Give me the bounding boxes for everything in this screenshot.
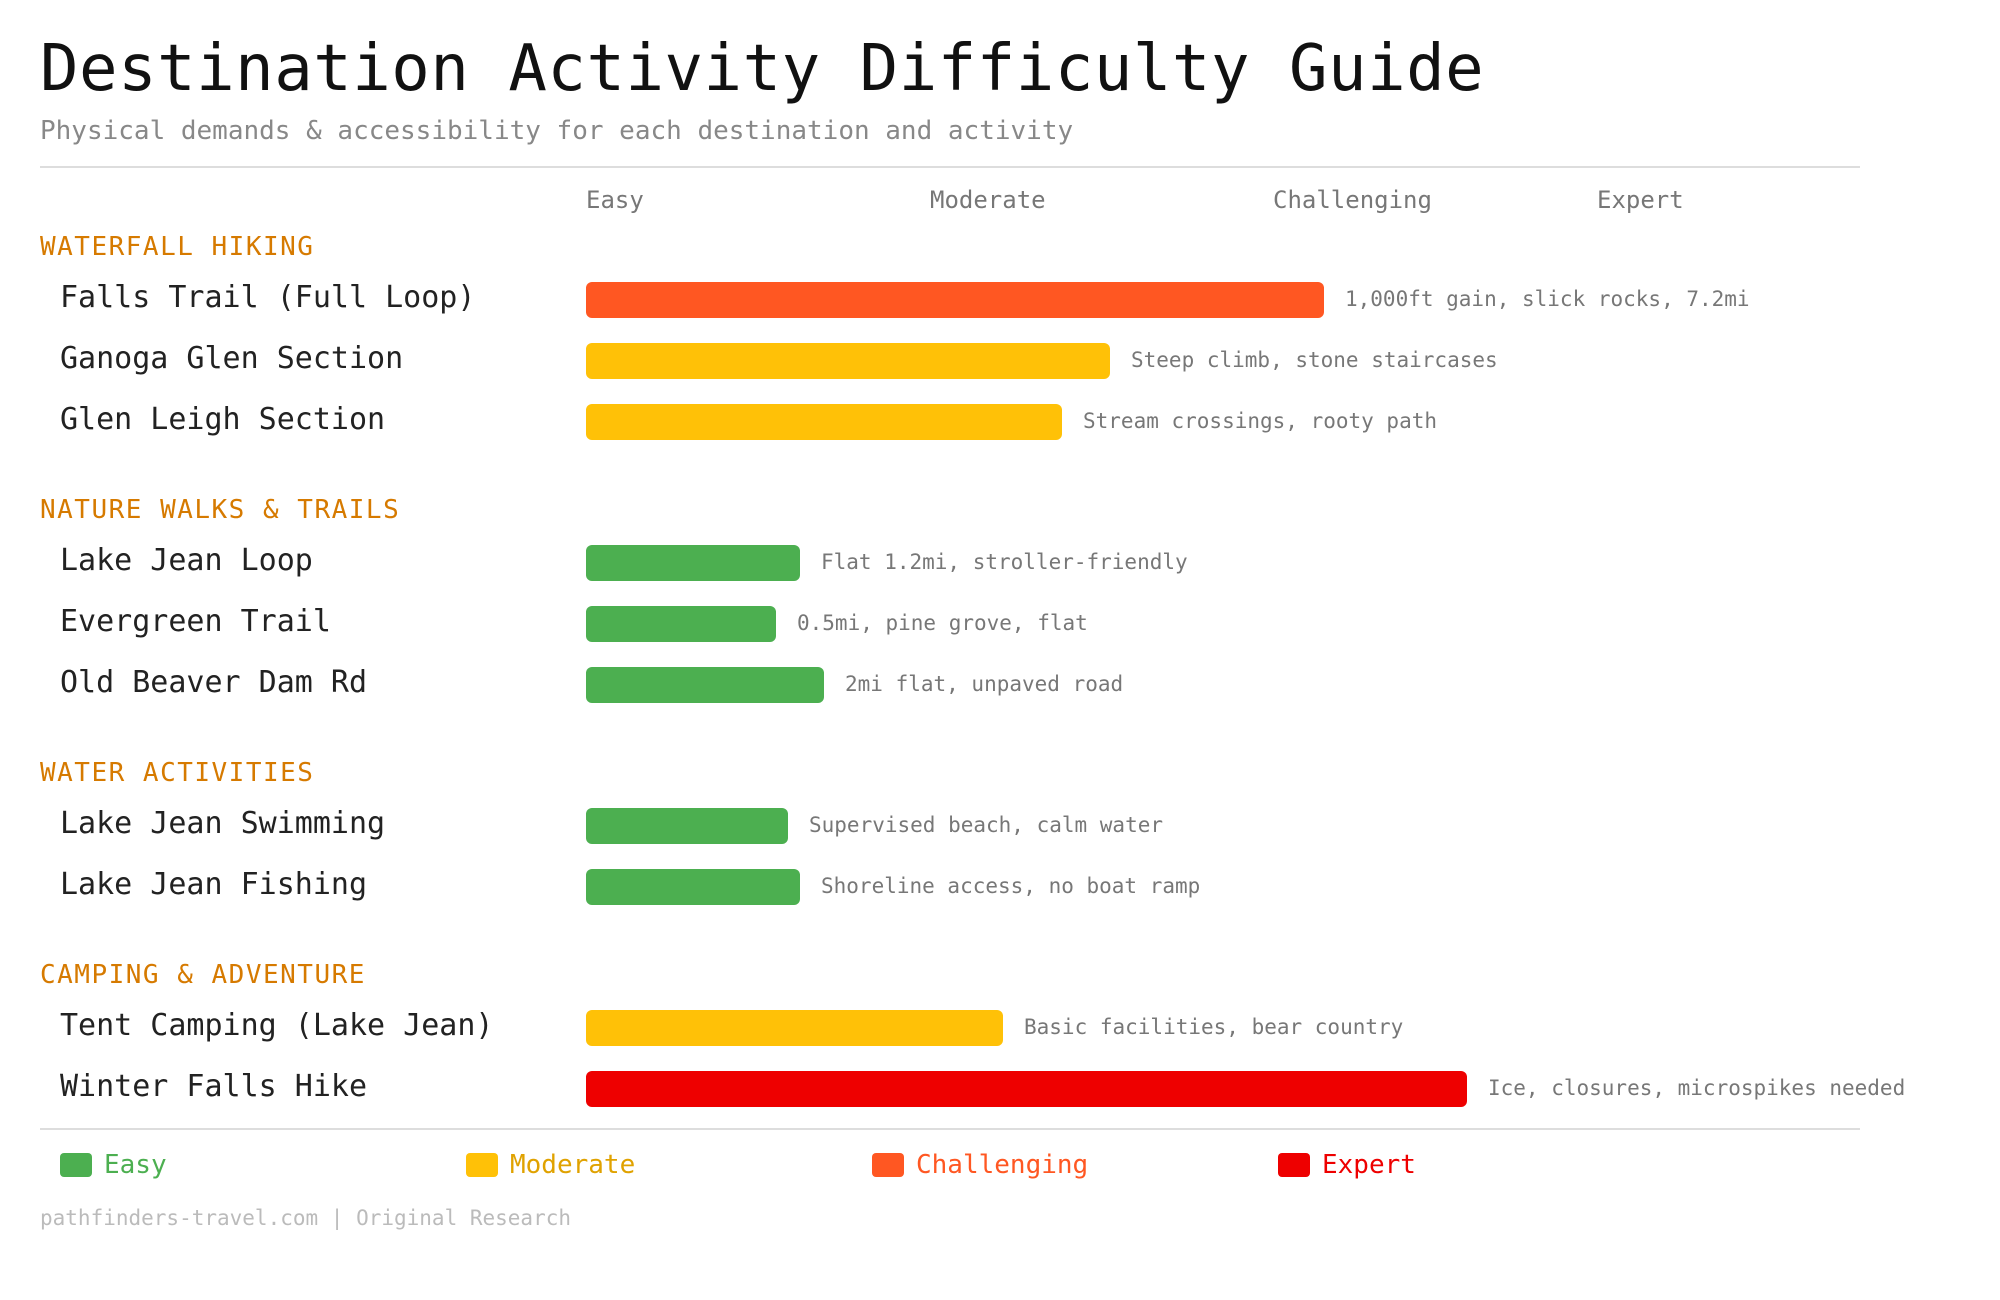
bar-note-ganoga-glen-section: Steep climb, stone staircases [1131, 348, 1498, 372]
section-heading-water-activities: WATER ACTIVITIES [40, 758, 315, 788]
bar-lake-jean-loop [586, 545, 800, 581]
bar-note-lake-jean-swimming: Supervised beach, calm water [809, 813, 1164, 837]
bar-note-winter-falls-hike: Ice, closures, microspikes needed [1488, 1076, 1906, 1100]
bar-note-falls-trail-full-loop: 1,000ft gain, slick rocks, 7.2mi [1345, 287, 1750, 311]
row-label-glen-leigh-section: Glen Leigh Section [60, 402, 386, 437]
legend-label-moderate: Moderate [510, 1150, 636, 1180]
section-heading-nature-walks-trails: NATURE WALKS & TRAILS [40, 495, 401, 525]
header-divider [40, 166, 1860, 168]
legend-swatch-expert [1278, 1153, 1310, 1177]
row-label-falls-trail-full-loop: Falls Trail (Full Loop) [60, 280, 476, 315]
footer-divider [40, 1128, 1860, 1130]
page-subtitle: Physical demands & accessibility for eac… [40, 116, 1074, 146]
row-label-ganoga-glen-section: Ganoga Glen Section [60, 341, 404, 376]
legend-label-expert: Expert [1322, 1150, 1416, 1180]
bar-note-evergreen-trail: 0.5mi, pine grove, flat [797, 611, 1088, 635]
row-label-lake-jean-swimming: Lake Jean Swimming [60, 806, 386, 841]
bar-lake-jean-swimming [586, 808, 788, 844]
bar-tent-camping-lake-jean [586, 1010, 1003, 1046]
row-label-lake-jean-fishing: Lake Jean Fishing [60, 867, 368, 902]
footer-credit: pathfinders-travel.com | Original Resear… [40, 1206, 572, 1230]
bar-note-tent-camping-lake-jean: Basic facilities, bear country [1024, 1015, 1404, 1039]
bar-lake-jean-fishing [586, 869, 800, 905]
row-label-old-beaver-dam-rd: Old Beaver Dam Rd [60, 665, 368, 700]
bar-note-old-beaver-dam-rd: 2mi flat, unpaved road [845, 672, 1124, 696]
legend-item-easy: Easy [60, 1150, 167, 1180]
bar-falls-trail-full-loop [586, 282, 1324, 318]
bar-note-lake-jean-loop: Flat 1.2mi, stroller-friendly [821, 550, 1188, 574]
legend-item-moderate: Moderate [466, 1150, 635, 1180]
bar-glen-leigh-section [586, 404, 1062, 440]
bar-note-lake-jean-fishing: Shoreline access, no boat ramp [821, 874, 1201, 898]
bar-old-beaver-dam-rd [586, 667, 824, 703]
bar-note-glen-leigh-section: Stream crossings, rooty path [1083, 409, 1438, 433]
page-title: Destination Activity Difficulty Guide [40, 32, 1485, 106]
bar-evergreen-trail [586, 606, 776, 642]
scale-label-easy: Easy [586, 186, 644, 214]
section-heading-camping-adventure: CAMPING & ADVENTURE [40, 960, 366, 990]
legend-swatch-challenging [872, 1153, 904, 1177]
row-label-winter-falls-hike: Winter Falls Hike [60, 1069, 368, 1104]
bar-winter-falls-hike [586, 1071, 1467, 1107]
legend-label-easy: Easy [104, 1150, 167, 1180]
legend-item-expert: Expert [1278, 1150, 1416, 1180]
legend-swatch-moderate [466, 1153, 498, 1177]
bar-ganoga-glen-section [586, 343, 1110, 379]
legend-label-challenging: Challenging [916, 1150, 1089, 1180]
legend-swatch-easy [60, 1153, 92, 1177]
row-label-tent-camping-lake-jean: Tent Camping (Lake Jean) [60, 1008, 494, 1043]
scale-label-moderate: Moderate [930, 186, 1046, 214]
scale-label-challenging: Challenging [1273, 186, 1432, 214]
section-heading-waterfall-hiking: WATERFALL HIKING [40, 232, 315, 262]
row-label-lake-jean-loop: Lake Jean Loop [60, 543, 313, 578]
row-label-evergreen-trail: Evergreen Trail [60, 604, 331, 639]
legend-item-challenging: Challenging [872, 1150, 1088, 1180]
scale-label-expert: Expert [1597, 186, 1684, 214]
